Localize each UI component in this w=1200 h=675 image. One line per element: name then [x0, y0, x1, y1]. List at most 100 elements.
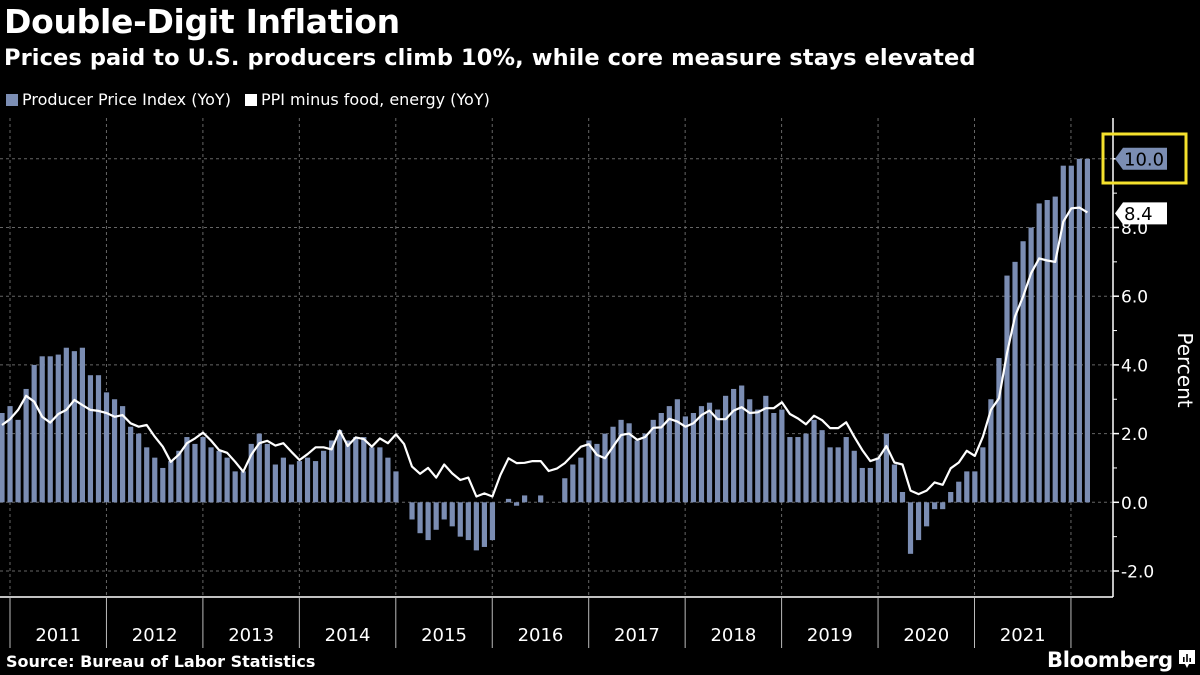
- ppi-bar: [706, 402, 713, 503]
- ppi-bar: [168, 461, 174, 503]
- chart-subtitle: Prices paid to U.S. producers climb 10%,…: [4, 45, 976, 71]
- ppi-bar: [71, 351, 77, 503]
- core-ppi-line: [1, 206, 1088, 498]
- ppi-bar: [87, 375, 94, 503]
- ppi-bar: [417, 502, 423, 534]
- ppi-bar: [891, 464, 898, 503]
- ppi-bar: [731, 388, 737, 503]
- ppi-bar: [835, 447, 841, 503]
- ppi-bar: [1052, 196, 1058, 503]
- ppi-bar: [698, 406, 705, 503]
- ppi-bar: [538, 495, 544, 503]
- y-tick-label: 6.0: [1121, 288, 1148, 308]
- ppi-bar: [136, 433, 142, 503]
- ppi-bar: [739, 385, 745, 503]
- ppi-bar: [1068, 165, 1074, 503]
- x-tick-label: 2021: [1000, 625, 1046, 646]
- ppi-bar: [674, 399, 680, 503]
- ppi-bar: [224, 457, 230, 503]
- ppi-bar: [409, 502, 415, 520]
- chart-title: Double-Digit Inflation: [4, 2, 400, 41]
- ppi-bar: [578, 457, 584, 503]
- ppi-bar: [988, 399, 994, 503]
- x-tick-label: 2019: [807, 625, 853, 646]
- ppi-bar: [39, 356, 45, 503]
- ppi-bar: [642, 433, 648, 503]
- ppi-bar: [481, 502, 487, 547]
- ppi-bar: [1076, 158, 1082, 503]
- ppi-bar: [288, 464, 295, 503]
- ppi-bar: [779, 409, 785, 503]
- ppi-bar: [385, 457, 391, 503]
- ppi-bar: [321, 450, 327, 503]
- ppi-bar: [377, 447, 383, 503]
- ppi-bar: [329, 440, 335, 503]
- ppi-bar: [55, 354, 61, 503]
- ppi-bar: [626, 423, 632, 503]
- ppi-bar: [1084, 158, 1090, 503]
- ppi-bar: [522, 495, 528, 503]
- ppi-bar: [972, 471, 978, 503]
- ppi-bar: [7, 406, 13, 503]
- ppi-bar: [1060, 165, 1066, 503]
- x-tick-label: 2020: [903, 625, 949, 646]
- ppi-bar: [513, 502, 520, 506]
- x-tick-label: 2018: [710, 625, 756, 646]
- ppi-bar: [95, 375, 102, 503]
- ppi-bar: [465, 502, 471, 541]
- ppi-bar: [449, 502, 455, 527]
- ppi-bar: [956, 481, 962, 503]
- ppi-bar: [795, 437, 801, 503]
- ppi-bar: [337, 430, 343, 503]
- ppi-callout-value: 10.0: [1124, 149, 1164, 170]
- ppi-bar: [594, 443, 600, 503]
- ppi-bar: [650, 419, 656, 503]
- y-tick-label: -2.0: [1121, 563, 1154, 583]
- ppi-bar: [714, 409, 721, 503]
- ppi-callout-box: [1115, 147, 1167, 170]
- y-axis-ticks: -2.00.02.04.06.08.010.0: [1113, 158, 1154, 583]
- ppi-bar: [272, 464, 278, 503]
- value-callouts: 10.0 8.4: [1101, 132, 1188, 225]
- legend-swatch-core: [244, 93, 257, 106]
- ppi-bar: [457, 502, 463, 537]
- ppi-bar: [811, 419, 817, 503]
- x-tick-label: 2013: [228, 625, 274, 646]
- ppi-bar: [433, 502, 439, 530]
- x-tick-label: 2014: [325, 625, 371, 646]
- ppi-bar: [948, 491, 954, 503]
- ppi-bar: [883, 433, 889, 503]
- ppi-bar: [634, 440, 640, 503]
- legend: Producer Price Index (YoY) PPI minus foo…: [6, 90, 504, 109]
- ppi-bar: [296, 461, 303, 503]
- ppi-bar: [31, 364, 37, 503]
- ppi-bar: [152, 457, 158, 503]
- ppi-bar: [932, 502, 938, 510]
- ppi-bar: [63, 347, 69, 503]
- ppi-bar: [1020, 241, 1026, 503]
- core-callout-box: [1115, 202, 1167, 225]
- ppi-bar: [875, 457, 881, 503]
- ppi-bar: [200, 437, 206, 503]
- y-tick-label: 0.0: [1121, 494, 1148, 514]
- ppi-bar: [15, 419, 21, 503]
- ppi-bar: [473, 502, 479, 551]
- ppi-bar: [658, 412, 664, 503]
- ppi-bar: [23, 388, 29, 503]
- ppi-bar: [312, 461, 319, 503]
- ppi-bar: [47, 356, 53, 503]
- source-note: Source: Bureau of Labor Statistics: [6, 652, 316, 671]
- ppi-bar: [940, 502, 946, 510]
- ppi-bar: [586, 440, 592, 503]
- ppi-bar: [304, 457, 311, 503]
- ppi-bar: [755, 409, 761, 503]
- ppi-bar: [843, 437, 849, 503]
- bloomberg-chart-icon: [1179, 650, 1195, 668]
- ppi-bar: [216, 450, 222, 503]
- ppi-bar: [0, 412, 5, 503]
- ppi-bar: [111, 399, 118, 503]
- ppi-bar: [562, 478, 568, 503]
- ppi-bar: [144, 447, 150, 503]
- legend-item-ppi: Producer Price Index (YoY): [6, 90, 231, 109]
